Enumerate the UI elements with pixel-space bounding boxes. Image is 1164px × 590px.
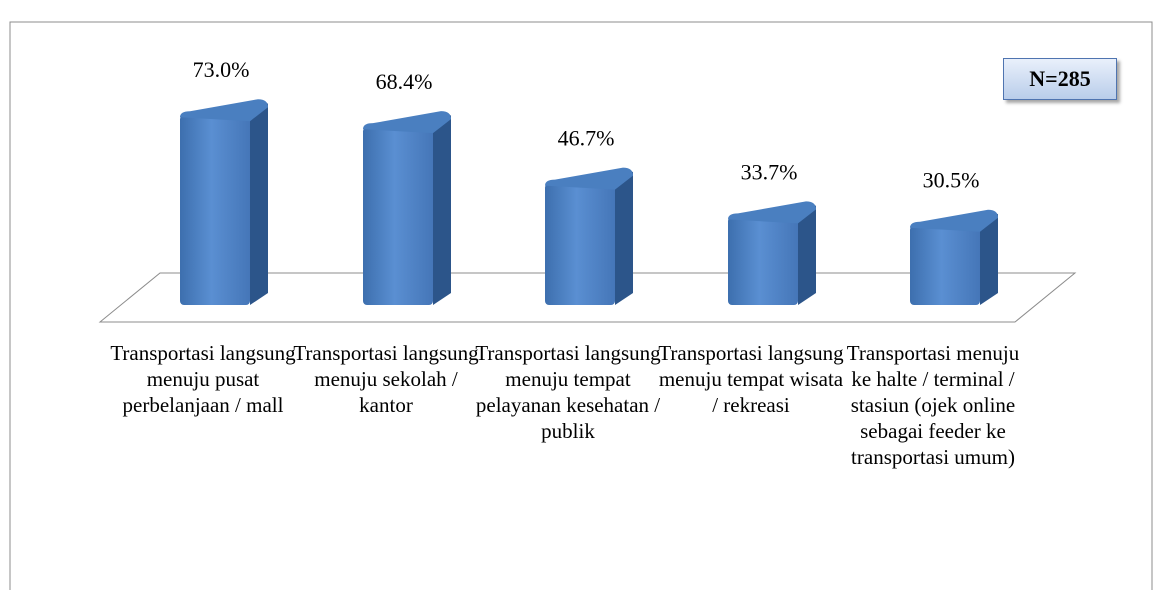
- bar-top: [728, 201, 816, 224]
- bar: [728, 217, 798, 305]
- value-label: 30.5%: [923, 168, 980, 193]
- value-label: 46.7%: [558, 126, 615, 151]
- category-label: Transportasi langsung menuju tempat wisa…: [658, 341, 844, 417]
- bar-side: [615, 171, 633, 305]
- bar-top: [910, 209, 998, 232]
- category-label: Transportasi menuju ke halte / terminal …: [846, 341, 1020, 469]
- category-label: Transportasi langsung menuju pusat perbe…: [110, 341, 296, 417]
- bar-side: [798, 205, 816, 305]
- bar: [180, 115, 250, 305]
- bar: [363, 127, 433, 305]
- category-label: Transportasi langsung menuju sekolah / k…: [293, 341, 479, 417]
- annotation: N=285: [1003, 58, 1117, 100]
- bar: [910, 225, 980, 305]
- value-label: 33.7%: [741, 159, 798, 184]
- frame: [9, 21, 1153, 590]
- bar: [545, 183, 615, 305]
- bar-top: [545, 167, 633, 190]
- bar-side: [433, 115, 451, 305]
- bar-side: [250, 103, 268, 305]
- bar-top: [180, 99, 268, 122]
- bar-top: [363, 111, 451, 134]
- value-label: 68.4%: [376, 69, 433, 94]
- value-label: 73.0%: [193, 57, 250, 82]
- bar-side: [980, 213, 998, 305]
- category-label: Transportasi langsung menuju tempat pela…: [475, 341, 661, 443]
